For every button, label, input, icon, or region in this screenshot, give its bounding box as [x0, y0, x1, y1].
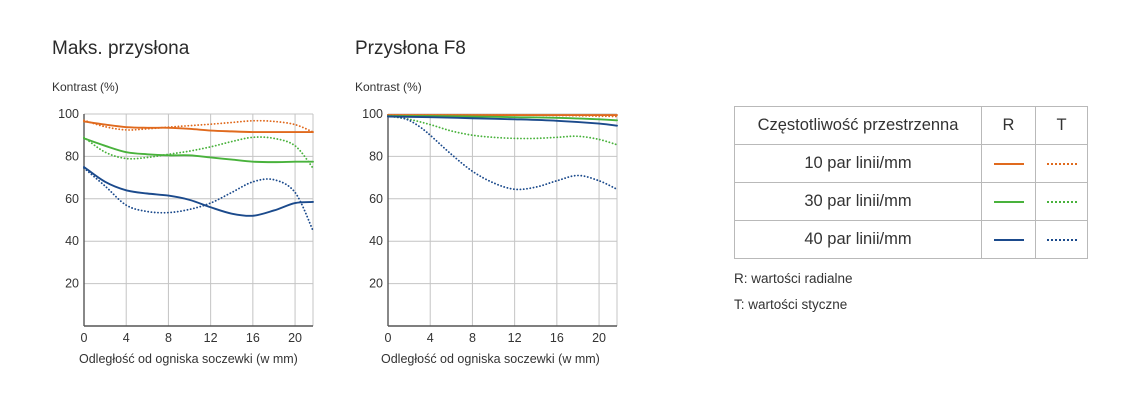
series-line-40-radial [83, 166, 314, 217]
y-tick-label: 80 [65, 149, 79, 163]
series-line-40-radial [387, 115, 618, 127]
y-axis-label: Kontrast (%) [52, 80, 119, 94]
y-tick-label: 40 [65, 234, 79, 248]
legend-label: 40 par linii/mm [734, 220, 982, 259]
x-tick-label: 16 [246, 331, 260, 345]
y-tick-label: 100 [58, 107, 79, 121]
legend-header-frequency: Częstotliwość przestrzenna [734, 106, 982, 145]
legend-label: 10 par linii/mm [734, 144, 982, 183]
legend-swatch-radial [981, 182, 1036, 221]
legend-row-10: 10 par linii/mm [734, 144, 1088, 183]
mtf-chart-max-aperture: 0 4 8 12 16 20 20 40 60 80 100 [58, 107, 314, 345]
x-tick-label: 0 [385, 331, 392, 345]
legend-swatch-tangential [1035, 220, 1088, 259]
note-tangential: T: wartości styczne [734, 297, 848, 312]
series-line-10-tangential [387, 114, 618, 118]
y-tick-label: 40 [369, 234, 383, 248]
y-tick-label: 60 [369, 192, 383, 206]
series-line-30-radial [387, 115, 618, 122]
x-tick-label: 16 [550, 331, 564, 345]
legend-label: 30 par linii/mm [734, 182, 982, 221]
legend-table: Częstotliwość przestrzenna R T 10 par li… [734, 106, 1088, 259]
y-tick-label: 100 [362, 107, 383, 121]
legend-swatch-tangential [1035, 182, 1088, 221]
legend-row-30: 30 par linii/mm [734, 182, 1088, 221]
note-radial: R: wartości radialne [734, 271, 853, 286]
y-axis-label: Kontrast (%) [355, 80, 422, 94]
series-line-10-radial [83, 120, 314, 134]
y-tick-label: 60 [65, 192, 79, 206]
legend-swatch-tangential [1035, 144, 1088, 183]
y-tick-label: 80 [369, 149, 383, 163]
series-line-40-tangential [83, 167, 314, 232]
legend-swatch-radial [981, 144, 1036, 183]
chart-title: Przysłona F8 [355, 38, 466, 59]
x-axis-label: Odległość od ogniska soczewki (w mm) [381, 352, 600, 366]
chart-title: Maks. przysłona [52, 38, 190, 59]
legend-notes: R: wartości radialne T: wartości styczne [734, 266, 853, 318]
x-tick-label: 0 [81, 331, 88, 345]
x-tick-label: 20 [288, 331, 302, 345]
x-tick-label: 4 [123, 331, 130, 345]
y-tick-label: 20 [65, 277, 79, 291]
x-tick-label: 4 [427, 331, 434, 345]
series-line-30-radial [83, 137, 314, 164]
x-tick-label: 8 [469, 331, 476, 345]
y-tick-label: 20 [369, 277, 383, 291]
series-line-30-tangential [83, 136, 314, 169]
x-tick-label: 8 [165, 331, 172, 345]
series-line-30-tangential [387, 115, 618, 146]
legend-swatch-radial [981, 220, 1036, 259]
mtf-chart-f8: 0 4 8 12 16 20 20 40 60 80 100 [362, 107, 618, 345]
legend-row-40: 40 par linii/mm [734, 220, 1088, 259]
x-tick-label: 12 [204, 331, 218, 345]
x-tick-label: 20 [592, 331, 606, 345]
series-line-40-tangential [387, 115, 618, 191]
x-axis-label: Odległość od ogniska soczewki (w mm) [79, 352, 298, 366]
legend-header-radial: R [981, 106, 1036, 145]
x-tick-label: 12 [508, 331, 522, 345]
legend-header-row: Częstotliwość przestrzenna R T [734, 106, 1088, 145]
legend-header-tangential: T [1035, 106, 1088, 145]
